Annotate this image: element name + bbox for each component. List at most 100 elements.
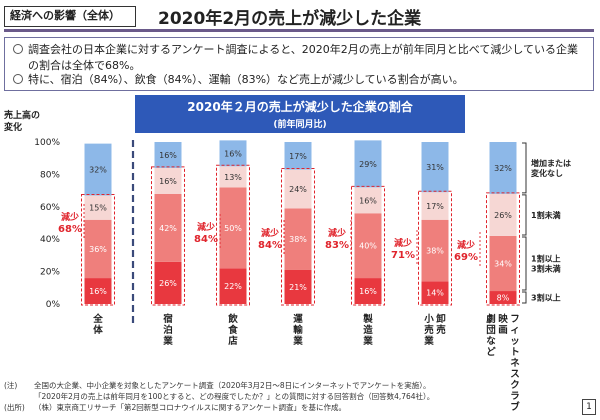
bar-segment xyxy=(284,169,312,209)
x-category-label: ス xyxy=(510,369,520,380)
x-category-label: ラ xyxy=(510,391,520,402)
data-label: 16% xyxy=(359,287,377,296)
bar-segment xyxy=(489,142,517,194)
chart-title: 2020年２月の売上が減少した企業の割合 xyxy=(187,100,413,114)
x-category-label: 造 xyxy=(363,324,373,336)
data-label: 50% xyxy=(224,224,242,233)
circle-bullet-icon xyxy=(13,44,23,54)
x-category-label: ッ xyxy=(510,336,520,347)
data-label: 26% xyxy=(159,279,177,288)
legend-label: 変化なし xyxy=(531,168,563,178)
y-tick-label: 20% xyxy=(40,268,60,278)
x-category-label: 体 xyxy=(93,324,103,336)
data-label: 24% xyxy=(289,185,307,194)
x-category-label: 卸 xyxy=(436,313,446,325)
data-label: 15% xyxy=(89,204,107,213)
legend-bracket xyxy=(522,194,527,236)
summary-bullet-1-text: 調査会社の日本企業に対するアンケート調査によると、2020年2月の売上が前年同月… xyxy=(28,43,579,72)
data-label: 17% xyxy=(426,202,444,211)
data-label: 29% xyxy=(359,160,377,169)
decline-value: 69% xyxy=(454,252,478,263)
x-category-label: 業 xyxy=(362,335,373,347)
footnotes: (注) 全国の大企業、中小企業を対象としたアンケート調査（2020年3月2日～8日… xyxy=(4,380,579,413)
bar-segment xyxy=(154,142,182,168)
page-number: 1 xyxy=(582,399,596,415)
footnote-source: (出所) （株）東京商工リサーチ「第2回新型コロナウイルスに関するアンケート調査」… xyxy=(4,402,579,413)
bar-segment xyxy=(154,261,182,304)
legend-label: 3割未満 xyxy=(531,264,561,274)
bar-segment xyxy=(421,192,449,220)
data-label: 38% xyxy=(426,247,444,256)
bar-segment xyxy=(421,142,449,193)
x-category-label: 小 xyxy=(423,313,434,325)
data-label: 16% xyxy=(224,149,242,158)
x-category-label: 製 xyxy=(362,313,373,325)
title-underline xyxy=(4,29,594,32)
bar-segment xyxy=(421,219,449,282)
bar-segment xyxy=(489,193,517,236)
summary-bullet-1: 調査会社の日本企業に対するアンケート調査によると、2020年2月の売上が前年同月… xyxy=(13,42,588,74)
x-category-label: 運 xyxy=(293,314,303,325)
decline-value: 71% xyxy=(391,250,415,261)
bar-segment xyxy=(354,140,382,188)
summary-bullet-2: 特に、宿泊（84%）、飲食（84%）、運輸（83%）など売上が減少している割合が… xyxy=(13,72,464,88)
section-tag: 経済への影響（全体） xyxy=(4,6,136,27)
bar-segment xyxy=(154,193,182,262)
decline-outline xyxy=(351,185,385,306)
x-category-label: ト xyxy=(510,347,520,358)
legend-bracket xyxy=(522,236,527,291)
legend-bracket xyxy=(522,142,527,194)
decline-outline xyxy=(81,193,115,306)
decline-outline xyxy=(418,190,452,306)
legend-bracket xyxy=(522,291,527,304)
chart-title-banner: 2020年２月の売上が減少した企業の割合 (前年同月比) xyxy=(135,95,465,133)
x-category-label: ィ xyxy=(510,325,520,336)
decline-outline xyxy=(486,192,520,306)
bar-segment xyxy=(421,281,449,304)
y-axis-label: 売上高の変化 xyxy=(4,111,41,133)
decline-outline xyxy=(281,168,315,306)
data-label: 21% xyxy=(289,283,307,292)
data-label: 32% xyxy=(89,166,107,175)
x-category-label: 業 xyxy=(162,335,173,347)
data-label: 13% xyxy=(224,173,242,182)
footnote-key: (出所) xyxy=(4,403,25,412)
data-label: 32% xyxy=(494,164,512,173)
decline-value: 84% xyxy=(194,234,218,245)
bar-segment xyxy=(84,278,112,304)
bar-segment xyxy=(489,291,517,304)
decline-outline xyxy=(216,164,250,306)
y-tick-label: 80% xyxy=(40,170,60,180)
bar-segment xyxy=(219,187,247,269)
y-tick-label: 40% xyxy=(40,235,60,245)
footnote-text: 「2020年2月の売上は前年同月を100とすると、どの程度でしたか？」との質問に… xyxy=(34,392,435,401)
x-category-label: 売 xyxy=(436,324,446,336)
footnote-key: (注) xyxy=(4,381,18,390)
bar-segment xyxy=(84,195,112,220)
bar-segment xyxy=(354,278,382,304)
footnote-text: 全国の大企業、中小企業を対象としたアンケート調査（2020年3月2日～8日にイン… xyxy=(34,381,431,390)
y-tick-label: 100% xyxy=(34,138,60,148)
data-label: 16% xyxy=(359,196,377,205)
legend-label: 1割未満 xyxy=(531,210,561,220)
bar-segment xyxy=(84,219,112,279)
summary-box: 調査会社の日本企業に対するアンケート調査によると、2020年2月の売上が前年同月… xyxy=(4,37,594,91)
data-label: 17% xyxy=(289,152,307,161)
bar-segment xyxy=(219,268,247,304)
x-category-label: 業 xyxy=(292,335,303,347)
data-label: 8% xyxy=(497,294,510,303)
legend-label: 3割以上 xyxy=(531,293,561,303)
y-tick-label: 60% xyxy=(40,203,60,213)
data-label: 16% xyxy=(159,177,177,186)
data-label: 31% xyxy=(426,163,444,172)
bar-segment xyxy=(219,140,247,167)
decline-label: 減少 xyxy=(394,237,412,249)
data-label: 16% xyxy=(159,151,177,160)
circle-bullet-icon xyxy=(13,74,23,84)
data-label: 40% xyxy=(359,242,377,251)
decline-value: 83% xyxy=(325,240,349,251)
x-category-label: 飲 xyxy=(227,313,238,325)
bar-segment xyxy=(284,142,312,170)
data-label: 34% xyxy=(494,260,512,269)
